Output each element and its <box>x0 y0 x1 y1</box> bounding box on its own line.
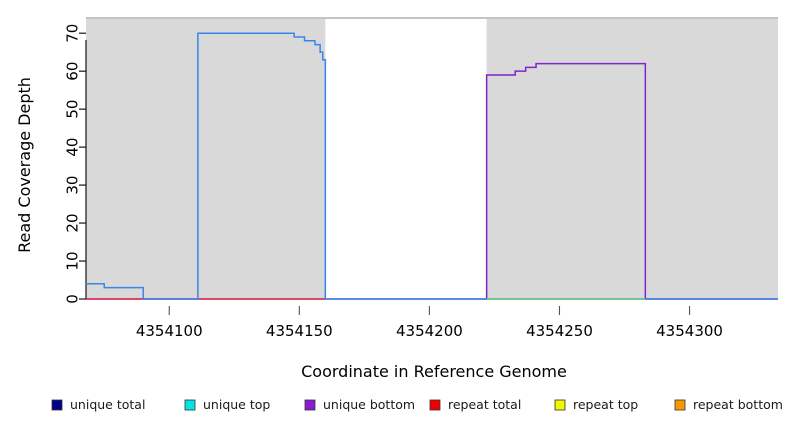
y-tick-label: 10 <box>64 251 82 270</box>
legend-swatch-unique-bottom <box>304 399 316 411</box>
repeat-region-right <box>486 19 778 299</box>
repeat-region-left <box>86 19 326 299</box>
y-tick-label: 20 <box>64 214 82 233</box>
legend-label-repeat-total: repeat total <box>448 397 521 412</box>
legend-label-unique-bottom: unique bottom <box>323 397 415 412</box>
y-tick-label: 30 <box>64 176 82 195</box>
series-unique-bottom <box>86 62 778 300</box>
x-axis: 4354100 4354150 4354200 4354250 4354300 <box>136 306 723 340</box>
series-coverage-blue-trace <box>86 32 778 300</box>
shaded-regions-layer <box>86 19 778 299</box>
x-tick-label: 4354250 <box>526 322 593 340</box>
x-tick-label: 4354300 <box>656 322 723 340</box>
legend-label-repeat-top: repeat top <box>573 397 638 412</box>
x-tick-label: 4354150 <box>266 322 333 340</box>
legend-label-unique-top: unique top <box>203 397 270 412</box>
legend-label-unique-total: unique total <box>70 397 145 412</box>
legend-label-repeat-bottom: repeat bottom <box>693 397 783 412</box>
y-axis: 0 10 20 30 40 50 60 70 <box>64 24 86 304</box>
y-tick-label: 60 <box>64 62 82 81</box>
x-axis-title: Coordinate in Reference Genome <box>301 362 567 381</box>
legend-swatch-repeat-total <box>429 399 441 411</box>
y-tick-label: 50 <box>64 100 82 119</box>
y-tick-label: 0 <box>64 294 82 304</box>
legend-swatch-unique-total <box>51 399 63 411</box>
y-tick-label: 40 <box>64 138 82 157</box>
x-tick-label: 4354100 <box>136 322 203 340</box>
y-axis-title: Read Coverage Depth <box>15 77 34 253</box>
legend-swatch-repeat-bottom <box>674 399 686 411</box>
x-tick-label: 4354200 <box>396 322 463 340</box>
chart-legend: unique total unique top unique bottom repea… <box>51 397 783 412</box>
legend-swatch-unique-top <box>184 399 196 411</box>
y-tick-label: 70 <box>64 24 82 43</box>
legend-swatch-repeat-top <box>554 399 566 411</box>
series-layer <box>86 32 778 300</box>
